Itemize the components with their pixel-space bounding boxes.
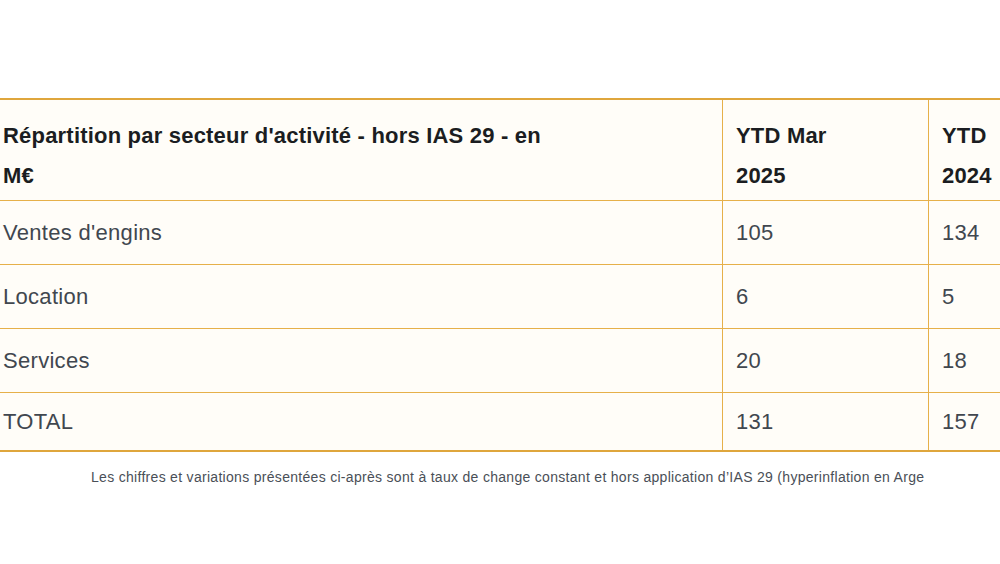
header-cell-ytd-mar-2025: YTD Mar 2025: [722, 100, 928, 200]
footnote-text: Les chiffres et variations présentées ci…: [91, 467, 924, 487]
value-ytd-mar-2025: 20: [722, 329, 928, 392]
table-row-total: TOTAL 131 157: [0, 392, 1000, 450]
value-ytd-2024: 18: [928, 329, 1000, 392]
row-label: Ventes d'engins: [0, 201, 722, 264]
row-label: TOTAL: [0, 393, 722, 450]
sector-breakdown-table: Répartition par secteur d'activité - hor…: [0, 98, 1000, 452]
value-ytd-mar-2025: 6: [722, 265, 928, 328]
value-ytd-mar-2025: 105: [722, 201, 928, 264]
header-cell-title: Répartition par secteur d'activité - hor…: [0, 100, 722, 200]
value-ytd-2024: 5: [928, 265, 1000, 328]
table-row-location: Location 6 5: [0, 264, 1000, 328]
row-label: Services: [0, 329, 722, 392]
value-ytd-2024: 134: [928, 201, 1000, 264]
row-label: Location: [0, 265, 722, 328]
value-ytd-2024: 157: [928, 393, 1000, 450]
value-ytd-mar-2025: 131: [722, 393, 928, 450]
table-row-ventes-engins: Ventes d'engins 105 134: [0, 200, 1000, 264]
header-cell-ytd-2024: YTD 2024: [928, 100, 1000, 200]
table-row-services: Services 20 18: [0, 328, 1000, 392]
table-header-row: Répartition par secteur d'activité - hor…: [0, 100, 1000, 200]
